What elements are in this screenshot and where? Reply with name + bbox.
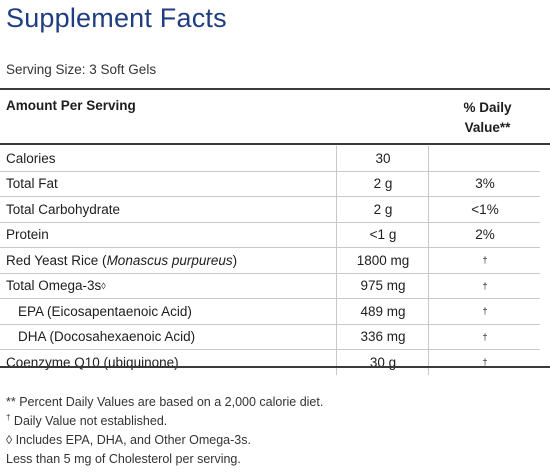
amount-per-serving-header: Amount Per Serving (6, 98, 136, 113)
nutrient-amount: 2 g (336, 171, 429, 196)
dagger-mark: † (428, 299, 541, 324)
footnote-cholesterol: Less than 5 mg of Cholesterol per servin… (6, 452, 241, 466)
footnote-dagger: † Daily Value not established. (6, 412, 323, 431)
bottom-divider (0, 366, 550, 368)
nutrient-name: Coenzyme Q10 (ubiquinone) (6, 354, 179, 370)
page-title: Supplement Facts (6, 3, 227, 33)
footnote-includes: ◊ Includes EPA, DHA, and Other Omega-3s. (6, 433, 251, 447)
table-row-epa: EPA (Eicosapentaenoic Acid) 489 mg † (0, 299, 540, 325)
daily-value-header-line2: Value** (464, 120, 511, 135)
nutrient-table: Calories 30 Total Fat 2 g 3% Total Carbo… (0, 146, 540, 375)
dagger-mark: † (428, 248, 541, 273)
nutrient-daily-value: <1% (428, 197, 541, 222)
nutrient-name: Red Yeast Rice (Monascus purpureus) (6, 248, 336, 273)
footnote-daily-values: ** Percent Daily Values are based on a 2… (6, 395, 324, 409)
dagger-mark: † (428, 350, 541, 375)
table-row-dha: DHA (Docosahexaenoic Acid) 336 mg † (0, 324, 541, 350)
nutrient-daily-value (428, 146, 541, 171)
nutrient-amount: 30 (336, 146, 429, 171)
serving-size: Serving Size: 3 Soft Gels (6, 62, 157, 77)
table-row-total-fat: Total Fat 2 g 3% (0, 171, 541, 197)
nutrient-name-prefix: Red Yeast Rice ( (6, 252, 107, 268)
nutrient-amount: 2 g (336, 197, 429, 222)
nutrient-daily-value: 2% (428, 222, 541, 247)
dagger-mark: † (428, 273, 541, 298)
nutrient-name: Calories (6, 150, 56, 166)
table-row-red-yeast-rice: Red Yeast Rice (Monascus purpureus) 1800… (0, 248, 540, 274)
table-row-total-carbohydrate: Total Carbohydrate 2 g <1% (0, 197, 540, 223)
species-name: Monascus purpureus (106, 252, 233, 268)
table-row-calories: Calories 30 (0, 146, 540, 172)
daily-value-header: % Daily Value** (440, 98, 535, 138)
nutrient-name-suffix: ) (232, 252, 238, 268)
nutrient-name: Protein (6, 227, 49, 243)
nutrient-amount: 1800 mg (336, 248, 429, 273)
nutrient-name: Total Fat (6, 176, 58, 192)
nutrient-name-text: Total Omega-3s (6, 278, 102, 294)
header-divider (0, 143, 550, 145)
nutrient-amount: 489 mg (336, 299, 429, 324)
nutrient-name: Total Omega-3s ◊ (6, 278, 106, 294)
footnote-dagger-mark: † (6, 412, 11, 422)
nutrient-amount: <1 g (336, 222, 429, 247)
table-row-total-omega-3s: Total Omega-3s ◊ 975 mg † (0, 273, 541, 299)
nutrient-amount: 336 mg (336, 324, 429, 349)
daily-value-header-line1: % Daily (463, 100, 512, 115)
footnote-dagger-text: Daily Value not established. (10, 414, 168, 428)
nutrient-name: Total Carbohydrate (6, 201, 121, 217)
table-row-protein: Protein <1 g 2% (0, 222, 541, 248)
dagger-mark: † (428, 324, 541, 349)
nutrient-name: DHA (Docosahexaenoic Acid) (18, 329, 196, 345)
table-row-coenzyme-q10: Coenzyme Q10 (ubiquinone) 30 g † (0, 350, 540, 375)
top-divider (0, 88, 550, 90)
nutrient-name: EPA (Eicosapentaenoic Acid) (18, 303, 192, 319)
nutrient-amount: 975 mg (336, 273, 429, 298)
nutrient-daily-value: 3% (428, 171, 541, 196)
nutrient-amount: 30 g (336, 350, 429, 375)
footnotes: ** Percent Daily Values are based on a 2… (6, 393, 323, 469)
